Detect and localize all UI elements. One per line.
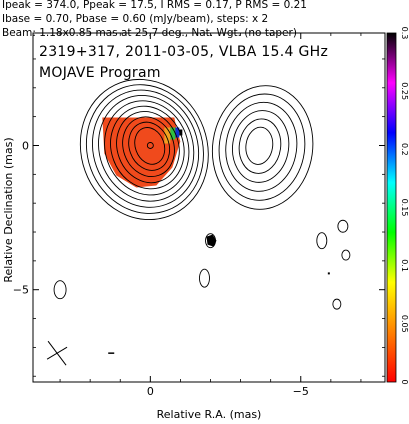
core-contour xyxy=(91,89,200,208)
header-line-2: Ibase = 0.70, Pbase = 0.60 (mJy/beam), s… xyxy=(2,13,268,25)
colorbar-tick-label: 0.1 xyxy=(400,259,409,272)
pol-edge-green xyxy=(170,127,176,140)
x-axis-label: Relative R.A. (mas) xyxy=(157,408,262,421)
pol-edge-blue xyxy=(175,127,180,138)
colorbar-tick-label: 0.2 xyxy=(400,143,409,156)
polarization-overlay xyxy=(102,117,183,188)
axis-ticks: 0 −5 0 −5 xyxy=(13,33,385,398)
noise-contour xyxy=(337,219,349,233)
noise-contour xyxy=(53,280,67,300)
core-contour xyxy=(79,78,209,221)
noise-contour xyxy=(341,249,351,261)
colorbar-tick-label: 0.15 xyxy=(400,199,409,217)
program-annotation: MOJAVE Program xyxy=(39,65,161,81)
colorbar-tick-label: 0.25 xyxy=(400,82,409,100)
jet-contour xyxy=(218,93,306,201)
noise-contour xyxy=(316,232,328,250)
core-peak-contour xyxy=(146,142,154,149)
y-tick-label: 0 xyxy=(22,139,29,152)
pol-edge-orange xyxy=(164,127,171,144)
core-contour xyxy=(134,127,166,165)
noise-contour xyxy=(199,268,210,288)
intensity-contours xyxy=(53,78,351,310)
plot-frame xyxy=(32,32,386,383)
beam-minor-axis xyxy=(46,346,68,360)
pol-noise-dot xyxy=(327,272,330,275)
jet-contour xyxy=(211,85,314,210)
x-tick-label: −5 xyxy=(293,385,309,398)
pol-core-fill xyxy=(102,117,181,188)
core-contour xyxy=(85,84,204,214)
core-contour xyxy=(122,116,175,177)
beam-symbol xyxy=(46,340,115,366)
y-tick-label: −5 xyxy=(13,284,29,297)
colorbar-tick-label: 0.05 xyxy=(400,315,409,333)
pol-edge-black xyxy=(179,129,183,136)
colorbar-tick-label: 0 xyxy=(400,379,409,384)
colorbar-tick-label: 0.3 xyxy=(400,27,409,40)
core-contour xyxy=(104,100,190,196)
header-line-1: Ipeak = 374.0, Ppeak = 17.5, I RMS = 0.1… xyxy=(2,0,307,11)
core-contour xyxy=(98,94,195,202)
noise-contour xyxy=(332,298,342,310)
source-annotation: 2319+317, 2011-03-05, VLBA 15.4 GHz xyxy=(39,44,328,60)
jet-contour xyxy=(232,110,290,183)
pol-noise-spot xyxy=(206,234,217,247)
colorbar-ticks: 0 0.05 0.1 0.15 0.2 0.25 0.3 xyxy=(400,27,409,385)
core-contour xyxy=(116,111,180,184)
jet-contour xyxy=(245,126,274,165)
y-axis-label: Relative Declination (mas) xyxy=(2,137,15,282)
core-contour xyxy=(128,121,171,171)
colorbar xyxy=(386,32,397,383)
core-contour xyxy=(110,105,185,190)
jet-contour xyxy=(238,118,282,174)
x-tick-label: 0 xyxy=(147,385,154,398)
jet-contour xyxy=(225,101,298,192)
